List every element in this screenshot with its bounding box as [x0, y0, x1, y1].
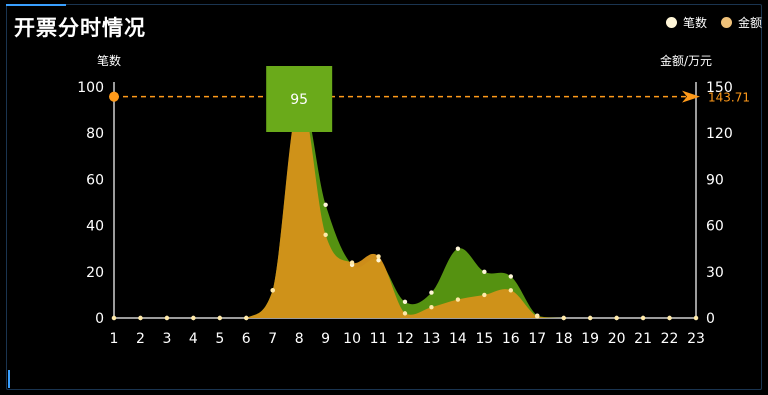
area-amount	[114, 98, 696, 318]
y-left-tick-label: 0	[95, 311, 104, 327]
data-point	[561, 315, 566, 321]
data-point	[402, 311, 408, 316]
legend-item-amount[interactable]: 金额	[720, 14, 762, 31]
data-point	[244, 315, 249, 321]
data-point	[482, 292, 487, 298]
x-tick-label: 20	[608, 331, 626, 347]
data-point	[429, 305, 434, 310]
x-tick-label: 11	[370, 331, 388, 347]
data-point	[508, 288, 514, 293]
edge-accent	[8, 370, 10, 388]
x-tick-label: 17	[528, 331, 546, 347]
markline-label: 143.71	[708, 91, 750, 105]
x-tick-label: 19	[581, 331, 599, 347]
x-tick-label: 18	[555, 331, 573, 347]
x-tick-label: 8	[295, 331, 304, 347]
data-point	[508, 274, 514, 279]
markline-arrow	[682, 90, 700, 103]
y-right-tick-label: 120	[706, 126, 733, 142]
markline-group: 143.71 95	[109, 66, 750, 132]
areas-group	[114, 96, 696, 318]
left-axis-name: 笔数	[97, 54, 122, 68]
peak-label-text: 95	[290, 92, 308, 108]
y-left-tick-label: 60	[86, 172, 104, 188]
x-tick-label: 13	[423, 331, 441, 347]
y-left-tick-label: 100	[77, 80, 104, 96]
y-right-tick-label: 90	[706, 172, 724, 188]
legend: 笔数 金额	[665, 14, 762, 31]
x-tick-label: 12	[396, 331, 414, 347]
data-point	[376, 254, 381, 259]
area-count	[114, 96, 696, 318]
x-tick-label: 15	[475, 331, 493, 347]
data-point	[270, 288, 275, 293]
x-tick-label: 3	[162, 331, 171, 347]
x-tick-label: 1	[110, 331, 119, 347]
y-left-tick-label: 20	[86, 265, 104, 281]
x-tick-label: 23	[687, 331, 705, 347]
data-point	[535, 314, 540, 319]
data-point	[349, 260, 355, 265]
x-tick-label: 4	[189, 331, 198, 347]
corner-accent	[6, 4, 66, 6]
data-point	[402, 299, 408, 305]
legend-item-count[interactable]: 笔数	[665, 14, 707, 31]
y-left-tick-label: 80	[86, 126, 104, 142]
data-point	[217, 315, 223, 321]
x-tick-label: 2	[136, 331, 145, 347]
chart-title: 开票分时情况	[14, 16, 146, 40]
y-right-tick-label: 0	[706, 311, 715, 327]
data-point	[111, 315, 117, 321]
y-right-tick-label: 60	[706, 219, 724, 235]
data-point	[323, 232, 328, 238]
x-tick-label: 5	[215, 331, 224, 347]
data-point	[482, 269, 487, 274]
x-tick-label: 22	[661, 331, 679, 347]
data-point	[667, 315, 672, 321]
data-point	[191, 315, 196, 321]
legend-dot-amount	[720, 17, 732, 28]
data-point	[138, 315, 143, 321]
x-tick-label: 21	[634, 331, 652, 347]
points-group	[111, 96, 699, 321]
data-point	[455, 246, 461, 251]
data-point	[587, 315, 593, 321]
x-tick-label: 14	[449, 331, 467, 347]
legend-label-amount: 金额	[737, 16, 762, 30]
y-right-tick-label: 30	[706, 265, 724, 281]
x-tick-label: 16	[502, 331, 520, 347]
data-point	[693, 315, 699, 321]
data-point	[614, 315, 619, 321]
x-tick-label: 7	[268, 331, 277, 347]
data-point	[376, 258, 381, 263]
y-left-tick-label: 40	[86, 219, 104, 235]
x-tick-label: 9	[321, 331, 330, 347]
data-point	[640, 315, 646, 321]
x-tick-label: 6	[242, 331, 251, 347]
data-point	[164, 315, 170, 321]
data-point	[323, 202, 328, 208]
data-point	[429, 290, 434, 295]
x-tick-label: 10	[343, 331, 361, 347]
legend-dot-count	[665, 17, 677, 28]
right-axis-name: 金额/万元	[660, 54, 713, 68]
panel-frame	[6, 4, 762, 390]
y-right-tick-label: 150	[706, 80, 733, 96]
peak-label-box	[266, 66, 333, 132]
legend-label-count: 笔数	[682, 16, 707, 30]
data-point	[455, 297, 461, 302]
